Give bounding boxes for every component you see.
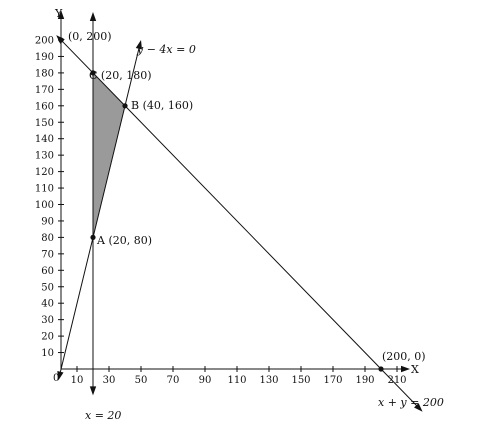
x-tick-label: 50 bbox=[135, 375, 148, 386]
line-y-minus-4x-equation: y − 4x = 0 bbox=[136, 43, 196, 56]
y-tick-label: 140 bbox=[35, 134, 54, 145]
x-tick-label: 110 bbox=[227, 375, 246, 386]
vertex-label: C (20, 180) bbox=[89, 69, 151, 82]
shaded-feasible-region bbox=[93, 72, 125, 238]
y-tick-label: 40 bbox=[41, 299, 54, 310]
y-tick-label: 170 bbox=[35, 85, 54, 96]
vertex-point bbox=[122, 103, 128, 109]
x-axis-arrow bbox=[401, 365, 410, 373]
vertex-label: A (20, 80) bbox=[96, 234, 152, 247]
y-tick-label: 190 bbox=[35, 52, 54, 63]
y-axis-label: Y bbox=[54, 7, 63, 20]
vertex-point bbox=[90, 234, 96, 240]
line-x-equals-20-equation: x = 20 bbox=[85, 409, 121, 422]
y-axis-arrow bbox=[57, 10, 65, 19]
x-tick-label: 10 bbox=[71, 375, 84, 386]
x-tick-label: 70 bbox=[167, 375, 180, 386]
y-tick-label: 120 bbox=[35, 167, 54, 178]
x-axis-label: X bbox=[411, 363, 419, 376]
line-x-equals-20-arrow-end bbox=[89, 12, 97, 22]
y-tick-label: 60 bbox=[41, 266, 54, 277]
vertex-point bbox=[90, 70, 96, 76]
vertex-point bbox=[58, 37, 64, 43]
x-tick-label: 210 bbox=[387, 375, 406, 386]
shaded-region-layer bbox=[93, 72, 125, 238]
x-tick-label: 90 bbox=[199, 375, 212, 386]
y-tick-label: 30 bbox=[41, 315, 54, 326]
y-tick-label: 100 bbox=[35, 200, 54, 211]
line-x-plus-y-200-arrow-end bbox=[414, 403, 423, 412]
origin-label: 0 bbox=[53, 373, 59, 384]
constraint-lines-layer: y − 4x = 0 x = 20 x + y = 200 bbox=[56, 12, 444, 422]
line-x-plus-y-200-equation: x + y = 200 bbox=[378, 396, 444, 409]
ticks-layer: 10 30 50 70 90 110 130 150 170 190 210 10 20 30 40 50 60… bbox=[35, 36, 407, 387]
vertex-label: (0, 200) bbox=[68, 30, 112, 43]
vertex-points-layer: (0, 200) C (20, 180) B (40, 160) A (20, 80)… bbox=[58, 30, 426, 372]
x-tick-label: 170 bbox=[323, 375, 342, 386]
y-tick-label: 110 bbox=[35, 184, 54, 195]
y-tick-label: 150 bbox=[35, 118, 54, 129]
y-tick-label: 180 bbox=[35, 68, 54, 79]
line-x-plus-y-200 bbox=[60, 39, 419, 408]
y-tick-label: 20 bbox=[41, 332, 54, 343]
y-tick-label: 80 bbox=[41, 233, 54, 244]
x-tick-label: 150 bbox=[291, 375, 310, 386]
x-tick-label: 190 bbox=[355, 375, 374, 386]
y-tick-label: 160 bbox=[35, 101, 54, 112]
line-y-minus-4x bbox=[59, 46, 140, 374]
x-tick-label: 30 bbox=[103, 375, 116, 386]
y-tick-label: 70 bbox=[41, 249, 54, 260]
y-tick-label: 10 bbox=[41, 348, 54, 359]
axes-layer: X Y 0 bbox=[53, 7, 419, 384]
x-tick-label: 130 bbox=[259, 375, 278, 386]
y-tick-label: 130 bbox=[35, 151, 54, 162]
y-tick-label: 90 bbox=[41, 216, 54, 227]
vertex-label: B (40, 160) bbox=[131, 99, 193, 112]
y-tick-label: 200 bbox=[35, 36, 54, 47]
line-y-minus-4x-arrow-start bbox=[57, 371, 64, 381]
line-x-equals-20-arrow-start bbox=[89, 386, 97, 396]
line-y-minus-4x-arrow-end bbox=[135, 40, 142, 50]
vertex-point bbox=[378, 366, 384, 372]
vertex-label: (200, 0) bbox=[382, 350, 426, 363]
y-tick-label: 50 bbox=[41, 282, 54, 293]
